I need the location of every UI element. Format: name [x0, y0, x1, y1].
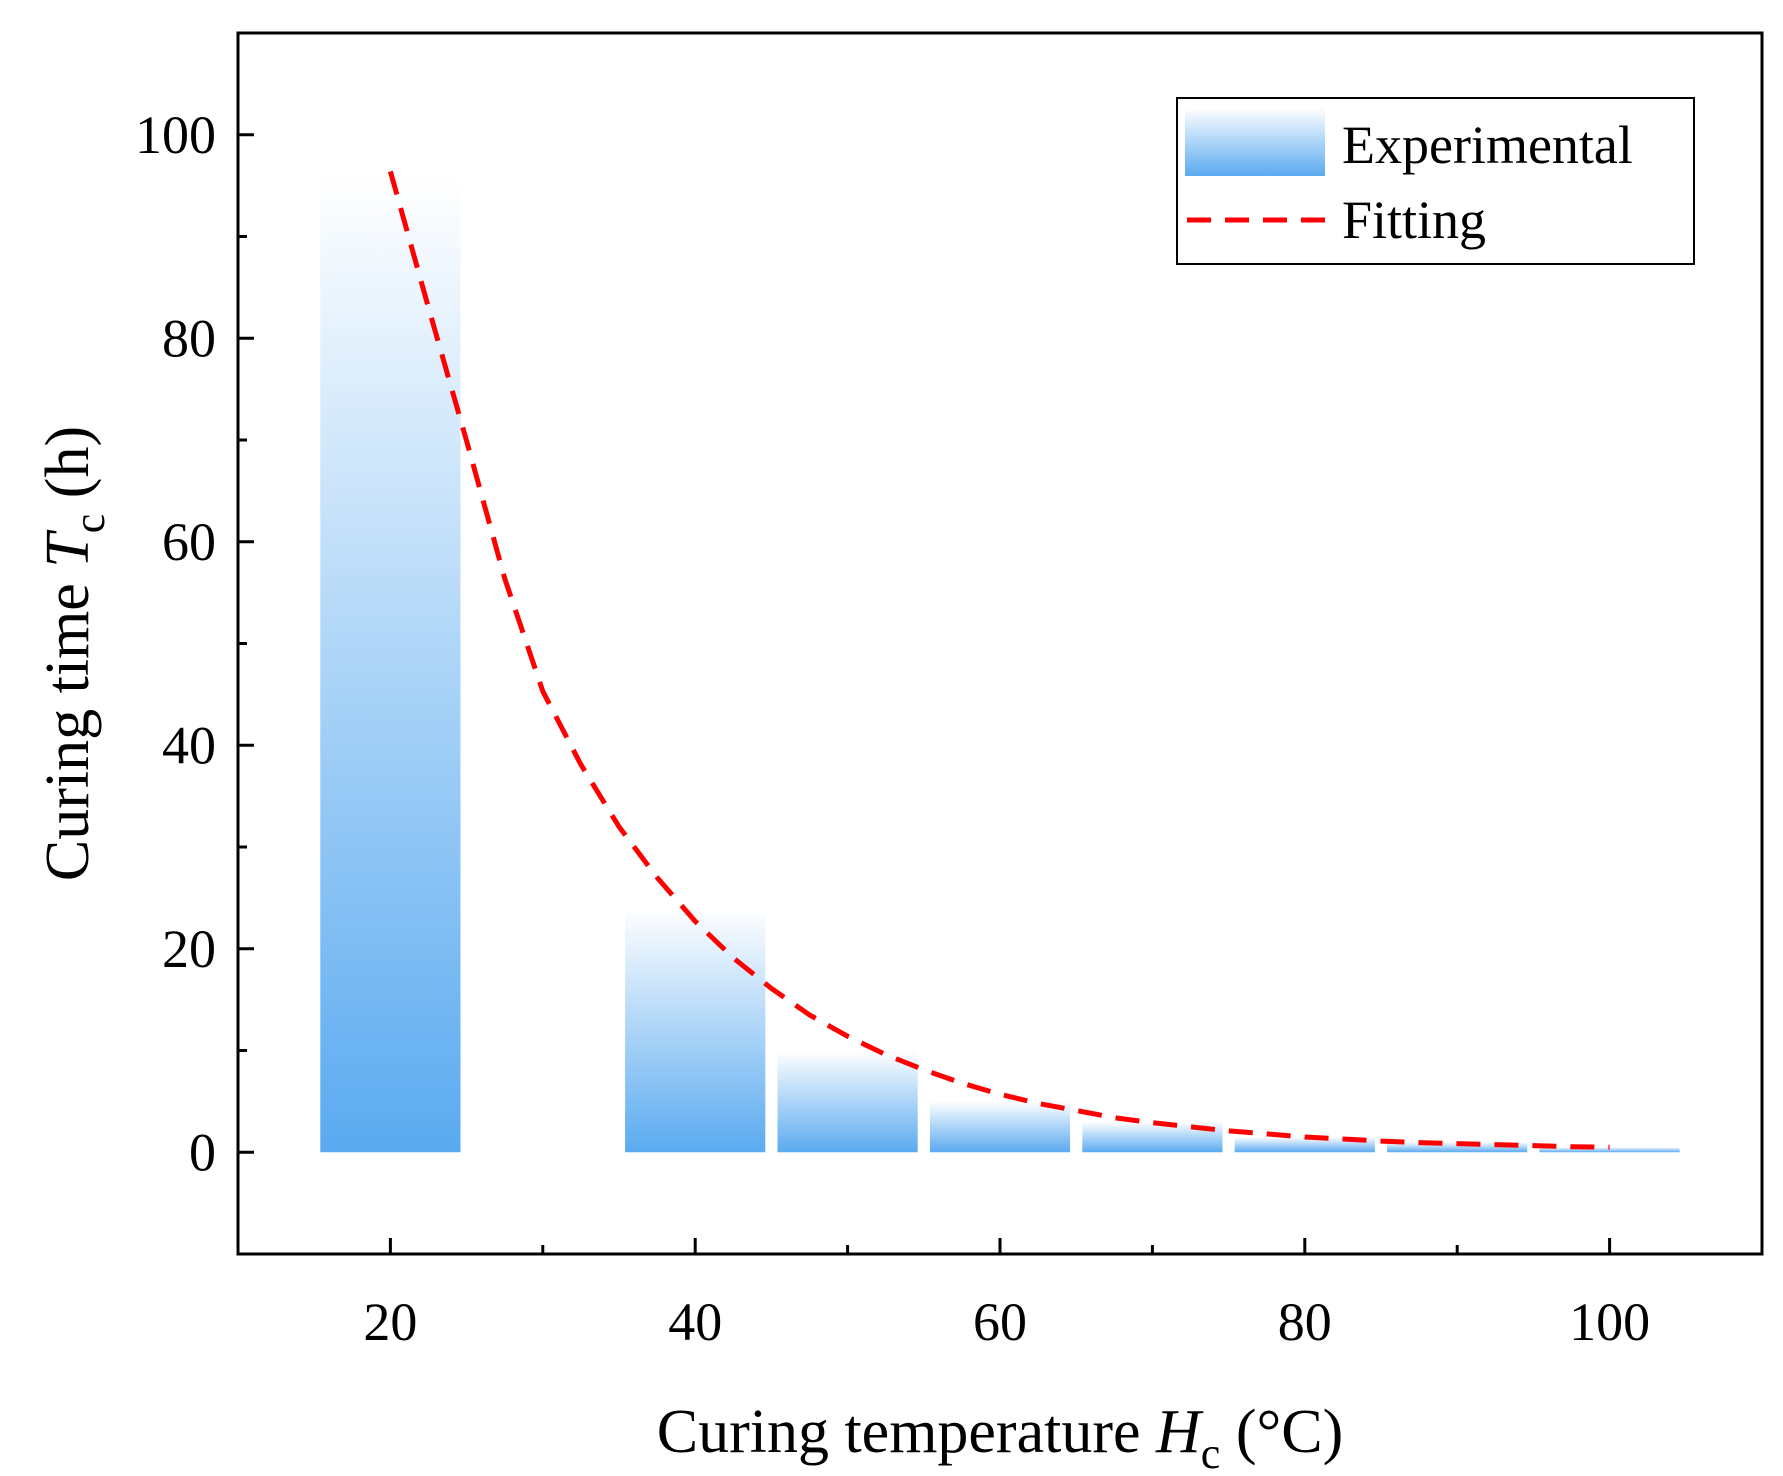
bar-40 [625, 908, 766, 1153]
x-tick-label-60: 60 [973, 1292, 1027, 1352]
bar-20 [320, 175, 461, 1153]
fitting-curve [387, 170, 1610, 1150]
ticks-layer [238, 133, 1612, 1254]
x-tick-label-100: 100 [1569, 1292, 1650, 1352]
x-tick-label-80: 80 [1278, 1292, 1332, 1352]
y-tick-label-80: 80 [162, 308, 216, 368]
y-tick-label-40: 40 [162, 715, 216, 775]
bar-100 [1539, 1147, 1680, 1153]
x-tick-label-20: 20 [363, 1292, 417, 1352]
legend: Experimental Fitting [1176, 97, 1695, 265]
fit-line-layer [387, 170, 1610, 1150]
legend-swatch-experimental [1185, 108, 1325, 176]
tick-labels-layer: 20 40 60 80 100 0 20 40 60 80 100 [135, 105, 1650, 1352]
legend-label-fitting: Fitting [1342, 190, 1486, 250]
y-tick-label-100: 100 [135, 105, 216, 165]
bar-60 [929, 1101, 1071, 1153]
bar-90 [1387, 1142, 1528, 1153]
legend-label-experimental: Experimental [1342, 115, 1633, 175]
bars-layer [320, 175, 1680, 1153]
bar-80 [1234, 1136, 1375, 1153]
y-tick-label-60: 60 [162, 512, 216, 572]
x-tick-label-40: 40 [668, 1292, 722, 1352]
bar-50 [777, 1050, 918, 1153]
y-axis-title: Curing time Tc (h) [34, 426, 114, 881]
x-axis-title: Curing temperature Hc (°C) [657, 1398, 1344, 1476]
y-tick-label-0: 0 [189, 1122, 216, 1182]
y-tick-label-20: 20 [162, 919, 216, 979]
